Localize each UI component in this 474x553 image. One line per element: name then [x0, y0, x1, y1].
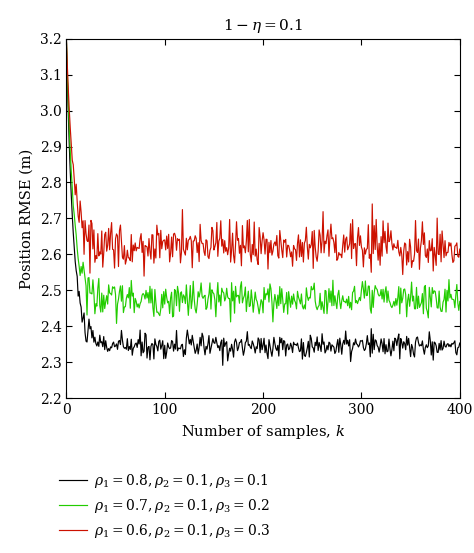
$\rho_1 = 0.6, \rho_2 = 0.1, \rho_3 = 0.3$ — [315, 248, 321, 254]
$\rho_1 = 0.6, \rho_2 = 0.1, \rho_3 = 0.3$ — [64, 35, 69, 42]
$\rho_1 = 0.8, \rho_2 = 0.1, \rho_3 = 0.1$ — [64, 35, 69, 42]
$\rho_1 = 0.7, \rho_2 = 0.1, \rho_3 = 0.2$ — [315, 304, 321, 310]
$\rho_1 = 0.8, \rho_2 = 0.1, \rho_3 = 0.1$ — [115, 346, 120, 353]
$\rho_1 = 0.6, \rho_2 = 0.1, \rho_3 = 0.3$ — [262, 251, 268, 257]
$\rho_1 = 0.8, \rho_2 = 0.1, \rho_3 = 0.1$ — [353, 336, 358, 342]
Y-axis label: Position RMSE (m): Position RMSE (m) — [20, 148, 34, 289]
X-axis label: Number of samples, $k$: Number of samples, $k$ — [181, 422, 345, 441]
$\rho_1 = 0.7, \rho_2 = 0.1, \rho_3 = 0.2$ — [206, 291, 212, 298]
$\rho_1 = 0.8, \rho_2 = 0.1, \rho_3 = 0.1$ — [280, 346, 285, 353]
Legend: $\rho_1 = 0.8, \rho_2 = 0.1, \rho_3 = 0.1$, $\rho_1 = 0.7, \rho_2 = 0.1, \rho_3 : $\rho_1 = 0.8, \rho_2 = 0.1, \rho_3 = 0.… — [54, 466, 276, 545]
$\rho_1 = 0.8, \rho_2 = 0.1, \rho_3 = 0.1$ — [205, 340, 211, 347]
Line: $\rho_1 = 0.6, \rho_2 = 0.1, \rho_3 = 0.3$: $\rho_1 = 0.6, \rho_2 = 0.1, \rho_3 = 0.… — [66, 39, 460, 276]
$\rho_1 = 0.6, \rho_2 = 0.1, \rho_3 = 0.3$ — [353, 240, 358, 247]
$\rho_1 = 0.6, \rho_2 = 0.1, \rho_3 = 0.3$ — [115, 233, 120, 239]
$\rho_1 = 0.6, \rho_2 = 0.1, \rho_3 = 0.3$ — [141, 273, 147, 279]
$\rho_1 = 0.7, \rho_2 = 0.1, \rho_3 = 0.2$ — [64, 35, 69, 42]
Line: $\rho_1 = 0.8, \rho_2 = 0.1, \rho_3 = 0.1$: $\rho_1 = 0.8, \rho_2 = 0.1, \rho_3 = 0.… — [66, 39, 460, 366]
$\rho_1 = 0.7, \rho_2 = 0.1, \rho_3 = 0.2$ — [116, 296, 121, 302]
$\rho_1 = 0.7, \rho_2 = 0.1, \rho_3 = 0.2$ — [262, 296, 268, 303]
$\rho_1 = 0.6, \rho_2 = 0.1, \rho_3 = 0.3$ — [457, 246, 463, 252]
$\rho_1 = 0.7, \rho_2 = 0.1, \rho_3 = 0.2$ — [457, 298, 463, 305]
$\rho_1 = 0.8, \rho_2 = 0.1, \rho_3 = 0.1$ — [220, 362, 226, 369]
$\rho_1 = 0.8, \rho_2 = 0.1, \rho_3 = 0.1$ — [457, 340, 463, 346]
$\rho_1 = 0.8, \rho_2 = 0.1, \rho_3 = 0.1$ — [315, 347, 321, 354]
$\rho_1 = 0.7, \rho_2 = 0.1, \rho_3 = 0.2$ — [280, 296, 285, 303]
$\rho_1 = 0.7, \rho_2 = 0.1, \rho_3 = 0.2$ — [353, 299, 358, 306]
$\rho_1 = 0.6, \rho_2 = 0.1, \rho_3 = 0.3$ — [206, 255, 212, 262]
Title: $1 - \eta = 0.1$: $1 - \eta = 0.1$ — [223, 17, 303, 35]
Line: $\rho_1 = 0.7, \rho_2 = 0.1, \rho_3 = 0.2$: $\rho_1 = 0.7, \rho_2 = 0.1, \rho_3 = 0.… — [66, 39, 460, 324]
$\rho_1 = 0.6, \rho_2 = 0.1, \rho_3 = 0.3$ — [280, 254, 285, 261]
$\rho_1 = 0.8, \rho_2 = 0.1, \rho_3 = 0.1$ — [262, 349, 268, 356]
$\rho_1 = 0.7, \rho_2 = 0.1, \rho_3 = 0.2$ — [114, 320, 119, 327]
